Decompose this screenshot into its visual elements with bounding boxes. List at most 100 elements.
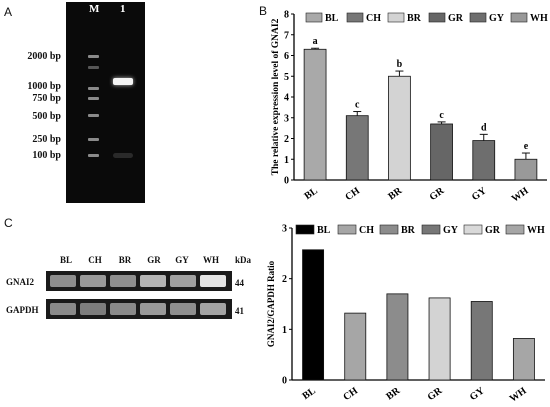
blot-band bbox=[200, 303, 226, 315]
bar-wh bbox=[514, 158, 538, 181]
gel-lane-label-marker: M bbox=[89, 3, 100, 15]
blot-strip-gnai2 bbox=[46, 271, 232, 291]
bar-br bbox=[386, 293, 409, 381]
y-tick-label: 2 bbox=[284, 134, 289, 145]
ladder-label: 1000 bp bbox=[27, 81, 61, 92]
blot-band bbox=[110, 303, 136, 315]
legend-swatch bbox=[387, 12, 405, 23]
ladder-label: 250 bp bbox=[32, 134, 61, 145]
legend-label: CH bbox=[359, 225, 374, 236]
legend-label: GY bbox=[443, 225, 459, 236]
blot-band bbox=[140, 303, 166, 315]
y-tick-label: 3 bbox=[282, 224, 287, 235]
bar-br bbox=[388, 75, 411, 181]
gel-lane-label-sample: 1 bbox=[120, 3, 126, 15]
legend-label: GR bbox=[448, 13, 464, 24]
legend-label: WH bbox=[530, 13, 548, 24]
ladder-label: 500 bp bbox=[32, 111, 61, 122]
x-tick-label: GR bbox=[426, 385, 445, 403]
panel-letter-a: A bbox=[4, 5, 13, 19]
blot-strip-gapdh bbox=[46, 299, 232, 319]
legend-swatch bbox=[463, 224, 483, 235]
x-tick-label: BL bbox=[303, 185, 321, 202]
significance-letter: c bbox=[355, 100, 360, 111]
blot-band bbox=[50, 275, 76, 287]
legend-label: BL bbox=[317, 225, 331, 236]
blot-band bbox=[80, 275, 106, 287]
legend-label: WH bbox=[527, 225, 545, 236]
y-tick-label: 6 bbox=[284, 51, 289, 62]
legend-swatch bbox=[379, 224, 399, 235]
bar-wh bbox=[512, 338, 535, 381]
y-tick-label: 4 bbox=[284, 93, 289, 104]
blot-row-label-gnai2: GNAI2 bbox=[6, 277, 35, 287]
blot-band bbox=[110, 275, 136, 287]
ladder-band-100 bbox=[88, 154, 99, 157]
significance-letter: a bbox=[313, 36, 318, 47]
legend-swatch bbox=[510, 12, 528, 23]
legend-swatch bbox=[505, 224, 525, 235]
ladder-label: 2000 bp bbox=[27, 51, 61, 62]
ladder-band-250 bbox=[88, 138, 99, 141]
blot-band bbox=[200, 275, 226, 287]
bar-bl bbox=[302, 249, 325, 381]
x-tick-label: BR bbox=[386, 185, 404, 202]
bar-gy bbox=[472, 140, 496, 181]
blot-band bbox=[140, 275, 166, 287]
legend-swatch bbox=[346, 12, 364, 23]
legend-swatch bbox=[305, 12, 323, 23]
legend-label: BR bbox=[401, 225, 416, 236]
ladder-label: 750 bp bbox=[32, 93, 61, 104]
x-tick-label: CH bbox=[343, 185, 362, 203]
y-tick-label: 8 bbox=[284, 10, 289, 21]
significance-letter: e bbox=[524, 141, 529, 152]
agarose-gel-image: M 1 bbox=[66, 2, 145, 203]
y-axis-label: The relative expression level of GNAI2 bbox=[271, 18, 281, 175]
legend-swatch bbox=[295, 224, 315, 235]
x-tick-label: GY bbox=[468, 385, 487, 403]
gnai2-gapdh-ratio-chart: 0 1 2 3 GNAI2/GAPDH Ratio BL CH BR GR GY WH BL CH BR G… bbox=[266, 224, 545, 405]
y-axis-label: GNAI2/GAPDH Ratio bbox=[266, 260, 276, 347]
x-tick-label: GY bbox=[470, 185, 489, 203]
y-tick-label: 2 bbox=[282, 274, 287, 285]
x-tick-label: BL bbox=[301, 385, 319, 402]
ladder-band-1000 bbox=[88, 87, 99, 90]
blot-band bbox=[170, 275, 196, 287]
bar-gy bbox=[470, 301, 493, 381]
ladder-label: 100 bp bbox=[32, 150, 61, 161]
x-tick-label: WH bbox=[510, 185, 531, 204]
kda-value-gnai2: 44 bbox=[235, 278, 244, 288]
blot-band bbox=[170, 303, 196, 315]
bar-ch bbox=[345, 115, 369, 181]
y-tick-label: 5 bbox=[284, 72, 289, 83]
panel-letter-c: C bbox=[4, 216, 13, 230]
bar-gr bbox=[428, 297, 451, 381]
y-tick-label: 1 bbox=[284, 155, 289, 166]
significance-letter: b bbox=[397, 59, 403, 70]
legend-label: BL bbox=[325, 13, 339, 24]
y-tick-label: 7 bbox=[284, 30, 289, 41]
y-tick-label: 1 bbox=[282, 325, 287, 336]
ladder-band-2000 bbox=[88, 55, 99, 58]
x-tick-label: BR bbox=[384, 385, 402, 402]
significance-letter: c bbox=[439, 110, 444, 121]
x-tick-label: WH bbox=[508, 385, 529, 404]
sample-band bbox=[113, 78, 133, 85]
panel-letter-b: B bbox=[259, 4, 268, 18]
bar-ch bbox=[344, 312, 367, 381]
bar-gr bbox=[430, 123, 453, 181]
blot-lane-label: GR bbox=[147, 255, 161, 265]
legend-label: BR bbox=[407, 13, 422, 24]
x-tick-label: CH bbox=[341, 385, 360, 403]
legend-label: GR bbox=[485, 225, 501, 236]
blot-lane-label: WH bbox=[202, 255, 219, 265]
legend-swatch bbox=[421, 224, 441, 235]
kda-value-gapdh: 41 bbox=[235, 306, 244, 316]
kda-header: kDa bbox=[235, 255, 252, 265]
blot-band bbox=[80, 303, 106, 315]
sample-primer-smear bbox=[113, 153, 133, 158]
legend-swatch bbox=[337, 224, 357, 235]
legend-label: GY bbox=[489, 13, 505, 24]
blot-lane-label: CH bbox=[88, 255, 102, 265]
y-tick-label: 0 bbox=[284, 176, 289, 187]
